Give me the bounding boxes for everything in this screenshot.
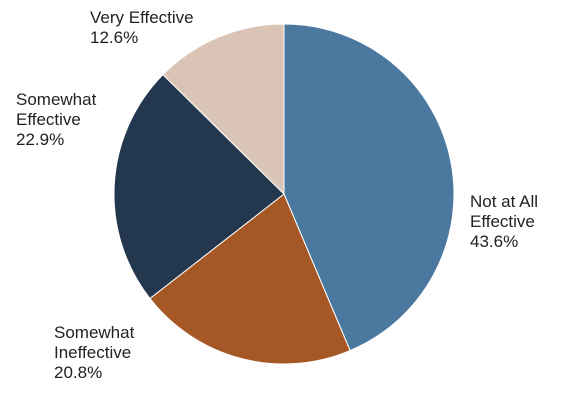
slice-label-line: Somewhat	[54, 323, 135, 342]
slice-label-line: Effective	[470, 212, 535, 231]
pie-slice-somewhat-ineffective	[149, 193, 351, 365]
pie-slice-somewhat-effective	[113, 73, 285, 300]
slice-label-line: Ineffective	[54, 343, 132, 362]
slice-value-label: 20.8%	[54, 363, 103, 382]
slice-label-line: Very Effective	[90, 8, 194, 27]
slice-value-label: 22.9%	[16, 130, 65, 149]
slice-label-somewhat-effective: Somewhat Effective 22.9%	[16, 90, 96, 150]
slice-label-somewhat-ineffective: Somewhat Ineffective 20.8%	[54, 323, 134, 383]
slice-label-line: Not at All	[470, 192, 539, 211]
slice-label-very-effective: Very Effective 12.6%	[90, 8, 194, 48]
slice-value-label: 43.6%	[470, 232, 519, 251]
pie-slice-very-effective	[162, 23, 285, 196]
pie-slice-not-at-all-effective	[283, 23, 455, 352]
slice-label-not-at-all-effective: Not at All Effective 43.6%	[470, 192, 538, 252]
slice-label-line: Somewhat	[16, 90, 97, 109]
slice-label-line: Effective	[16, 110, 81, 129]
slice-value-label: 12.6%	[90, 28, 139, 47]
